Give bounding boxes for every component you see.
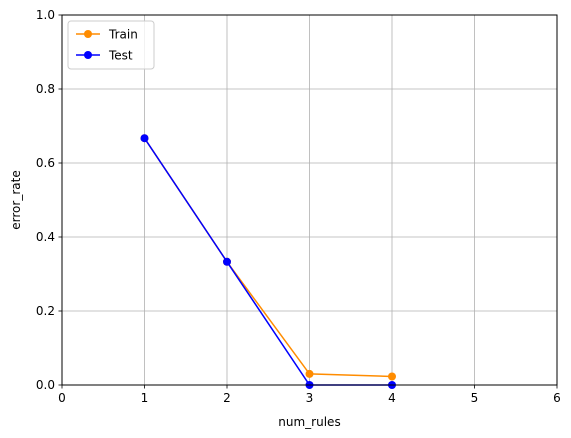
series-line-test bbox=[143, 137, 392, 386]
series-train bbox=[140, 134, 396, 381]
y-tick-label: 1.0 bbox=[36, 8, 55, 22]
x-tick-label: 0 bbox=[58, 391, 66, 405]
y-tick-label: 0.2 bbox=[36, 304, 55, 318]
y-tick-label: 0.0 bbox=[36, 378, 55, 392]
y-axis-ticks: 0.0 0.2 0.4 0.6 0.8 1.0 bbox=[36, 8, 62, 392]
y-tick-label: 0.8 bbox=[36, 82, 55, 96]
y-axis-label: error_rate bbox=[9, 170, 23, 229]
legend: Train Test bbox=[67, 20, 155, 70]
x-axis-label: num_rules bbox=[278, 415, 340, 429]
x-tick-label: 1 bbox=[141, 391, 149, 405]
x-tick-label: 4 bbox=[388, 391, 396, 405]
x-tick-label: 2 bbox=[223, 391, 231, 405]
data-point-train bbox=[388, 372, 396, 381]
plot-frame bbox=[61, 14, 558, 386]
x-axis-ticks: 0 1 2 3 4 5 6 bbox=[58, 385, 561, 405]
legend-item-test: Test bbox=[76, 49, 133, 63]
y-tick-label: 0.4 bbox=[36, 230, 55, 244]
data-point-train bbox=[305, 369, 314, 378]
grid-lines bbox=[61, 14, 558, 386]
y-tick-label: 0.6 bbox=[36, 156, 55, 170]
x-tick-label: 6 bbox=[553, 391, 561, 405]
data-point-test bbox=[140, 134, 149, 143]
legend-label: Train bbox=[108, 28, 138, 42]
x-tick-label: 5 bbox=[471, 391, 479, 405]
legend-item-train: Train bbox=[76, 28, 138, 42]
data-point-test bbox=[223, 257, 231, 266]
legend-marker bbox=[84, 30, 92, 38]
series-line-train bbox=[143, 137, 393, 378]
series-layer bbox=[140, 134, 396, 389]
series-test bbox=[140, 134, 396, 389]
legend-marker bbox=[84, 51, 92, 59]
x-tick-label: 3 bbox=[306, 391, 314, 405]
legend-label: Test bbox=[108, 49, 133, 63]
